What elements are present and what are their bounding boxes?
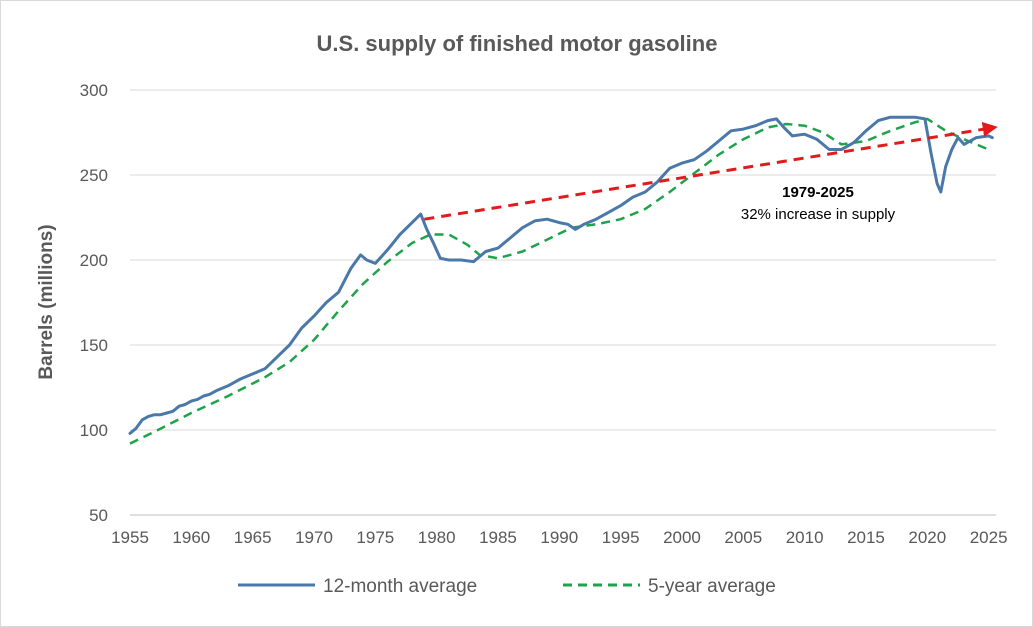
annotation-title: 1979-2025 <box>782 184 854 201</box>
x-tick-label: 1980 <box>418 528 456 547</box>
x-tick-label: 1985 <box>479 528 517 547</box>
annotation-text: 32% increase in supply <box>741 206 896 223</box>
x-axis-ticks: 1955 1960 1965 1970 1975 1980 1985 1990 1995 2000… <box>111 528 1007 547</box>
x-tick-label: 2005 <box>724 528 762 547</box>
x-tick-label: 2020 <box>908 528 946 547</box>
x-tick-label: 1995 <box>602 528 640 547</box>
x-tick-label: 1970 <box>295 528 333 547</box>
y-tick-label: 100 <box>80 421 108 440</box>
series-line-12-month <box>128 115 994 435</box>
legend-label-12-month: 12-month average <box>323 576 477 597</box>
x-tick-label: 1990 <box>540 528 578 547</box>
x-tick-label: 1965 <box>234 528 272 547</box>
x-tick-label: 2000 <box>663 528 701 547</box>
series-lines <box>128 115 994 445</box>
trend-arrow <box>424 121 998 221</box>
series-line-5-year <box>129 117 990 445</box>
y-tick-label: 250 <box>80 166 108 185</box>
x-tick-label: 1955 <box>111 528 149 547</box>
y-tick-label: 50 <box>89 506 108 525</box>
x-tick-label: 1960 <box>172 528 210 547</box>
legend: 12-month average 5-year average <box>238 576 776 597</box>
x-tick-label: 2015 <box>847 528 885 547</box>
y-axis-label: Barrels (millions) <box>36 224 57 379</box>
x-tick-label: 2025 <box>970 528 1008 547</box>
gridlines <box>130 89 996 516</box>
y-axis-ticks: 50 100 150 200 250 300 <box>80 81 108 525</box>
x-tick-label: 2010 <box>786 528 824 547</box>
chart-title: U.S. supply of finished motor gasoline <box>317 31 718 56</box>
y-tick-label: 300 <box>80 81 108 100</box>
x-tick-label: 1975 <box>356 528 394 547</box>
y-tick-label: 200 <box>80 251 108 270</box>
legend-label-5-year: 5-year average <box>648 576 776 597</box>
y-tick-label: 150 <box>80 336 108 355</box>
